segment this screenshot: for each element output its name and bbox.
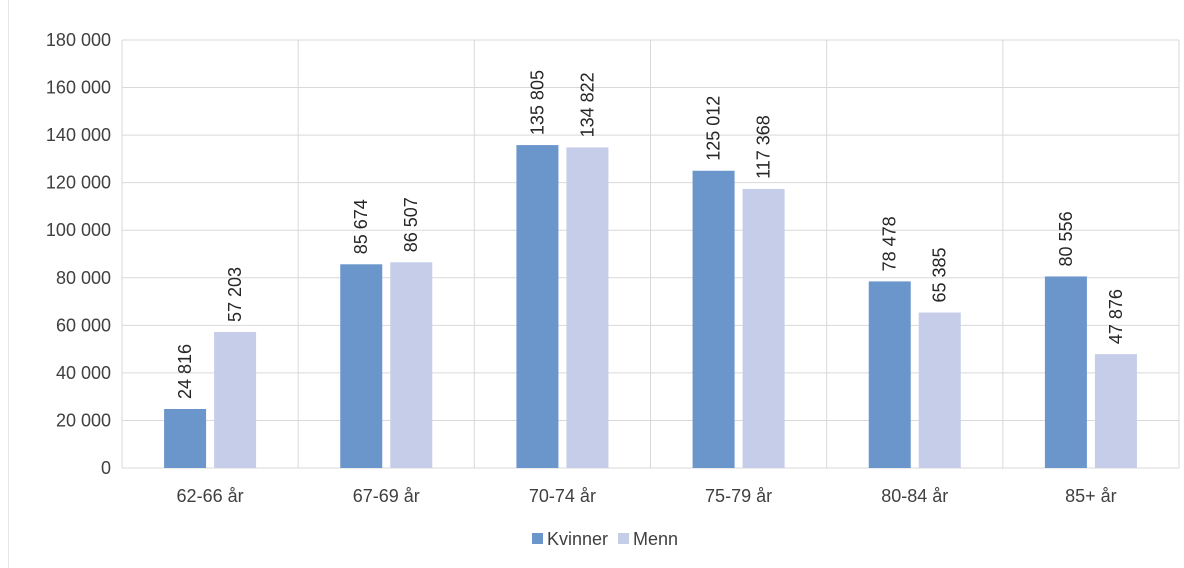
bar-menn-0 [214, 331, 257, 468]
x-category-label: 85+ år [1065, 486, 1117, 506]
data-label: 85 674 [351, 199, 371, 254]
x-category-label: 70-74 år [529, 486, 596, 506]
bar-menn-3 [742, 188, 785, 468]
data-label: 24 816 [175, 344, 195, 399]
bar-menn-2 [566, 147, 609, 468]
y-tick-label: 0 [101, 458, 111, 478]
legend-swatch-kvinner [532, 533, 543, 544]
data-label: 78 478 [880, 216, 900, 271]
y-tick-label: 180 000 [46, 30, 111, 50]
bar-menn-4 [918, 312, 961, 468]
data-label: 117 368 [754, 115, 774, 179]
y-tick-label: 20 000 [56, 410, 111, 430]
y-tick-label: 80 000 [56, 268, 111, 288]
data-label: 135 805 [527, 70, 547, 135]
bar-chart: 0 20 000 40 000 60 000 80 000 100 000 120 000 1… [46, 30, 1180, 549]
bar-kvinner-3 [692, 170, 735, 468]
y-tick-label: 40 000 [56, 363, 111, 383]
data-label: 65 385 [930, 247, 950, 302]
y-tick-label: 60 000 [56, 315, 111, 335]
y-tick-label: 140 000 [46, 125, 111, 145]
data-label: 125 012 [704, 96, 724, 161]
y-tick-label: 100 000 [46, 220, 111, 240]
bar-menn-1 [390, 262, 433, 468]
data-label: 134 822 [577, 72, 597, 137]
bar-kvinner-2 [516, 145, 559, 469]
data-label: 57 203 [225, 267, 245, 322]
bar-kvinner-4 [868, 281, 911, 468]
bar-kvinner-0 [164, 408, 207, 468]
x-category-label: 75-79 år [705, 486, 772, 506]
data-label: 80 556 [1056, 211, 1076, 266]
chart-frame: 0 20 000 40 000 60 000 80 000 100 000 120 000 1… [8, 0, 1184, 568]
bar-kvinner-5 [1044, 276, 1087, 468]
legend-swatch-menn [618, 533, 630, 544]
x-axis-categories: 62-66 år 67-69 år 70-74 år 75-79 år 80-84 år… [177, 486, 1117, 506]
data-label: 86 507 [401, 197, 421, 252]
y-tick-label: 120 000 [46, 173, 111, 193]
legend: Kvinner Menn [532, 529, 678, 549]
x-category-label: 67-69 år [353, 486, 420, 506]
y-tick-label: 160 000 [46, 78, 111, 98]
bar-kvinner-1 [340, 264, 383, 468]
legend-label-kvinner: Kvinner [547, 529, 608, 549]
bar-menn-5 [1094, 354, 1137, 468]
y-axis-ticks: 0 20 000 40 000 60 000 80 000 100 000 120 000 1… [46, 30, 111, 478]
x-category-label: 80-84 år [881, 486, 948, 506]
data-labels: 24 816 57 203 85 674 86 507 135 805 134 822 12… [175, 70, 1126, 399]
legend-label-menn: Menn [633, 529, 678, 549]
bars [164, 145, 1137, 469]
gridlines [121, 39, 1180, 469]
data-label: 47 876 [1106, 289, 1126, 344]
x-category-label: 62-66 år [177, 486, 244, 506]
